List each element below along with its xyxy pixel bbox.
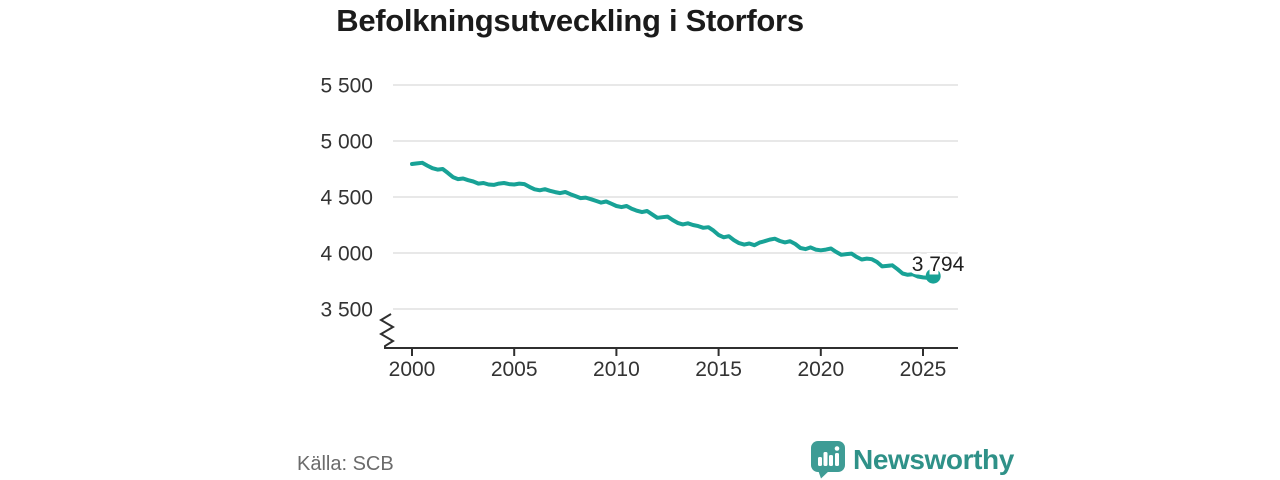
newsworthy-logo[interactable]: Newsworthy bbox=[810, 440, 1014, 479]
exclamation-dot bbox=[834, 446, 840, 451]
chart-title: Befolkningsutveckling i Storfors bbox=[336, 3, 804, 38]
y-tick-label: 5 000 bbox=[320, 131, 373, 154]
x-tick-label: 2010 bbox=[593, 358, 640, 381]
newsworthy-speech-bubble-icon bbox=[811, 441, 845, 479]
x-tick-label: 2025 bbox=[900, 358, 947, 381]
newsworthy-wordmark: Newsworthy bbox=[853, 443, 1014, 475]
y-tick-label: 3 500 bbox=[320, 299, 373, 322]
bar-chart-bar-medium bbox=[829, 455, 833, 466]
last-value-label: 3 794 bbox=[912, 253, 965, 276]
x-tick-label: 2000 bbox=[389, 358, 436, 381]
y-tick-label: 4 000 bbox=[320, 243, 373, 266]
speech-bubble-shape bbox=[811, 441, 845, 472]
last-point-marker bbox=[925, 268, 941, 284]
source-note: Källa: SCB bbox=[297, 453, 394, 475]
speech-bubble-tail bbox=[818, 470, 830, 479]
x-tick-label: 2005 bbox=[491, 358, 538, 381]
bar-chart-bar-tall bbox=[823, 452, 828, 466]
x-tick-label: 2020 bbox=[797, 358, 844, 381]
x-tick-label: 2015 bbox=[695, 358, 742, 381]
population-line bbox=[410, 160, 936, 280]
bar-chart-bar-short bbox=[818, 457, 822, 466]
y-tick-label: 5 500 bbox=[320, 75, 373, 98]
y-tick-label: 4 500 bbox=[320, 187, 373, 210]
exclamation-bar bbox=[835, 453, 839, 466]
y-axis-break-icon bbox=[379, 313, 395, 348]
